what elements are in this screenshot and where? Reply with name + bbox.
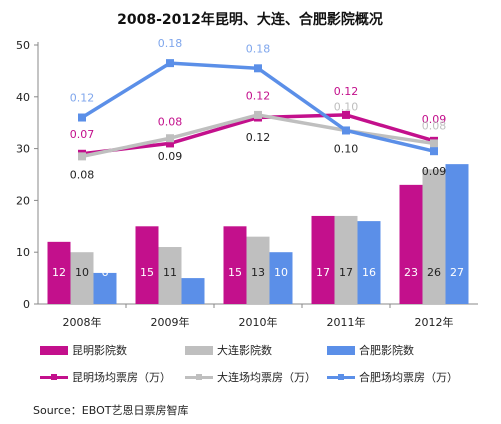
axes: 0 10 20 30 40 50 2008年 2009年 2010年 2011年 2012年 [16, 39, 478, 329]
line-value-label: 0.12 [334, 85, 359, 98]
legend-label: 合肥场均票房（万） [359, 371, 458, 384]
bar-value-label: 11 [163, 266, 177, 279]
y-tick-label: 20 [16, 194, 30, 207]
legend-item-kunming-cinemas: 昆明影院数 [40, 342, 127, 358]
y-tick-label: 50 [16, 39, 30, 52]
series-marker [430, 147, 438, 156]
bar-value-label: 16 [362, 266, 376, 279]
bars [47, 164, 469, 304]
series-marker [78, 113, 86, 122]
x-tick-label: 2010年 [239, 315, 278, 329]
legend-item-kunming-boxoffice: 昆明场均票房（万） [40, 369, 171, 385]
bar [399, 184, 423, 304]
bar-value-label: 15 [228, 266, 242, 279]
bar [445, 164, 469, 304]
line-value-label: 0.18 [158, 37, 183, 50]
line-value-label: 0.07 [70, 128, 95, 141]
bar-value-label: 10 [274, 266, 288, 279]
legend-swatch [185, 345, 213, 355]
x-tick-label: 2008年 [63, 315, 102, 329]
bar-value-label: 17 [316, 266, 330, 279]
bar [181, 278, 205, 304]
bar-value-label: 10 [75, 266, 89, 279]
line-value-label: 0.10 [334, 142, 359, 155]
series-marker [342, 110, 350, 119]
bar [334, 215, 358, 304]
legend-item-hefei-cinemas: 合肥影院数 [327, 342, 414, 358]
line-value-label: 0.18 [246, 42, 271, 55]
line-value-label: 0.09 [422, 113, 447, 126]
legend-line-marker [185, 372, 213, 382]
legend-label: 昆明影院数 [72, 344, 127, 357]
x-tick-label: 2012年 [415, 315, 454, 329]
legend-swatch [327, 345, 355, 355]
legend-item-dalian-cinemas: 大连影院数 [185, 342, 272, 358]
source-note: Source：EBOT艺恩日票房智库 [33, 404, 189, 417]
legend-line-marker [327, 372, 355, 382]
legend-line-marker [40, 372, 68, 382]
bar [422, 169, 446, 304]
bar-value-label: 6 [102, 266, 109, 279]
bar [269, 252, 293, 304]
bar-value-label: 5 [190, 266, 197, 279]
bar [47, 241, 71, 304]
y-tick-label: 10 [16, 246, 30, 259]
lines [78, 59, 438, 161]
legend-label: 大连影院数 [217, 344, 272, 357]
bar [70, 252, 94, 304]
legend-item-dalian-boxoffice: 大连场均票房（万） [185, 369, 316, 385]
series-marker [166, 59, 174, 68]
bar-value-label: 17 [339, 266, 353, 279]
series-marker [254, 110, 262, 119]
bar [158, 247, 182, 304]
bar [223, 226, 247, 304]
series-marker [78, 152, 86, 161]
bar-value-label: 15 [140, 266, 154, 279]
line-value-label: 0.08 [422, 119, 447, 132]
series-marker [254, 64, 262, 73]
y-tick-label: 40 [16, 91, 30, 104]
line-value-label: 0.09 [158, 150, 183, 163]
line-value-label: 0.12 [246, 131, 271, 144]
line-value-label: 0.12 [246, 90, 271, 103]
bar-value-label: 12 [52, 266, 66, 279]
bar [135, 226, 159, 304]
chart-title: 2008-2012年昆明、大连、合肥影院概况 [117, 11, 383, 28]
legend-label: 大连场均票房（万） [217, 371, 316, 384]
line-value-label: 0.08 [70, 168, 95, 181]
x-tick-label: 2009年 [151, 315, 190, 329]
line-value-label: 0.12 [70, 92, 95, 105]
x-tick-label: 2011年 [327, 315, 366, 329]
series-marker [166, 134, 174, 143]
series-marker [166, 139, 174, 148]
bar [357, 221, 381, 304]
bar [311, 215, 335, 304]
bar [246, 236, 270, 304]
line-value-label: 0.10 [334, 100, 359, 113]
y-tick-label: 0 [23, 298, 30, 311]
bar-value-label: 23 [404, 266, 418, 279]
line-value-label: 0.08 [158, 115, 183, 128]
legend-label: 昆明场均票房（万） [72, 371, 171, 384]
bar-value-label: 13 [251, 266, 265, 279]
bar [93, 272, 117, 304]
y-tick-label: 30 [16, 143, 30, 156]
bar-value-label: 27 [450, 266, 464, 279]
legend-swatch [40, 345, 68, 355]
legend-item-hefei-boxoffice: 合肥场均票房（万） [327, 369, 458, 385]
series-marker [430, 139, 438, 148]
line-value-label: 0.09 [422, 165, 447, 178]
bar-value-label: 26 [427, 266, 441, 279]
series-marker [342, 126, 350, 135]
legend-label: 合肥影院数 [359, 344, 414, 357]
data-labels: 12 15 15 17 23 10 11 13 17 26 6 5 10 16 27 0.07 0.08 0.12… [52, 37, 464, 279]
